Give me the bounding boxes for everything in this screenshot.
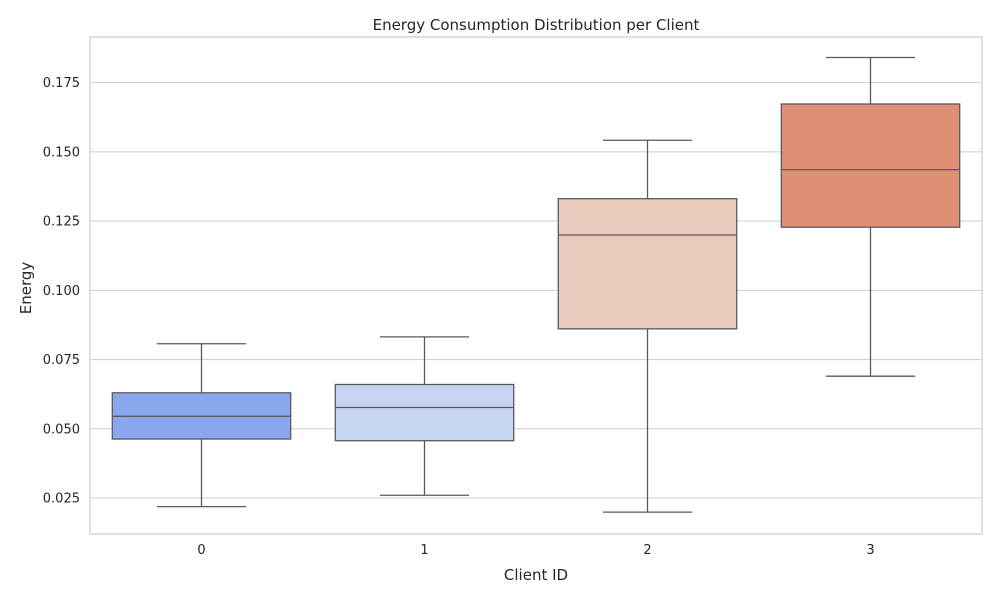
x-tick-label: 3: [866, 543, 874, 558]
x-tick-label: 1: [420, 543, 428, 558]
y-tick-label: 0.025: [43, 492, 80, 507]
box-series: [111, 56, 961, 513]
y-tick-label: 0.150: [43, 145, 80, 160]
y-tick-label: 0.125: [43, 215, 80, 230]
x-tick-labels: 0 1 2 3: [197, 543, 874, 558]
iqr-box: [780, 103, 961, 228]
y-tick-label: 0.050: [43, 422, 80, 437]
iqr-box: [334, 383, 515, 442]
y-axis-label: Energy: [17, 262, 35, 315]
box-client-0: [111, 343, 292, 508]
x-tick-label: 2: [643, 543, 651, 558]
y-tick-label: 0.075: [43, 353, 80, 368]
chart-title: Energy Consumption Distribution per Clie…: [373, 16, 700, 34]
x-tick-label: 0: [197, 543, 205, 558]
y-tick-label: 0.175: [43, 76, 80, 91]
plot-frame: [89, 36, 983, 535]
box-client-3: [780, 56, 961, 377]
iqr-box: [557, 198, 738, 330]
y-tick-labels: 0.025 0.050 0.075 0.100 0.125 0.150 0.175: [43, 76, 80, 506]
box-client-2: [557, 139, 738, 513]
y-tick-label: 0.100: [43, 284, 80, 299]
box-client-1: [334, 336, 515, 496]
x-axis-label: Client ID: [504, 566, 568, 584]
